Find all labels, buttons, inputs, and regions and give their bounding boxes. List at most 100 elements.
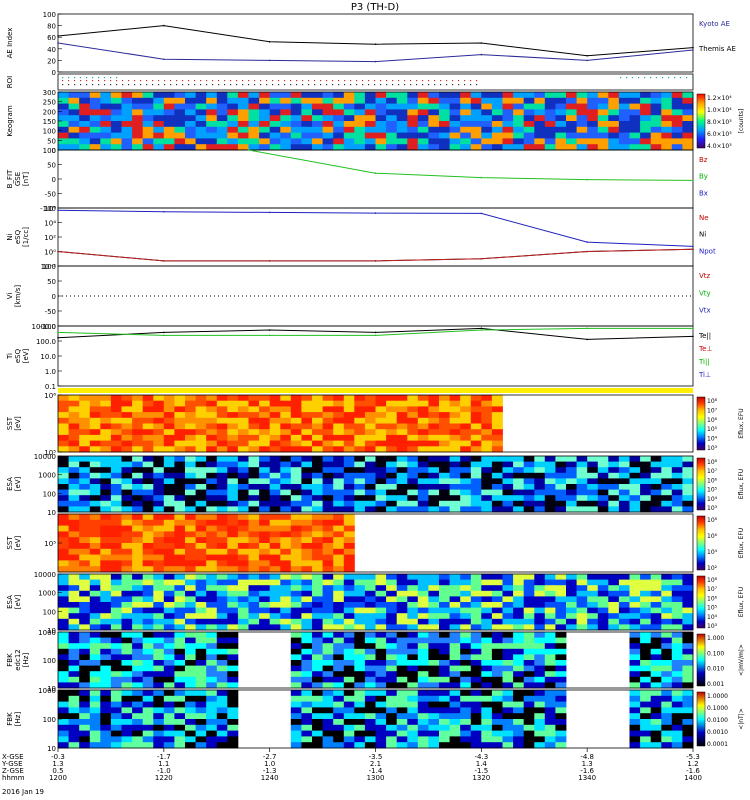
panel-frame — [57, 455, 694, 513]
y-axis-label: FBK — [6, 653, 14, 667]
x-row-label: Z-GSE — [2, 767, 24, 775]
colorbar-label: 10⁷ — [707, 468, 718, 475]
x-tick-label: 1.3 — [582, 760, 593, 768]
colorbar-label: 10⁸ — [707, 517, 718, 524]
x-tick-label: -4.8 — [580, 753, 594, 761]
panel-frame — [57, 573, 694, 631]
x-tick-label: -1.5 — [474, 767, 488, 775]
y-axis-label: FBK — [6, 712, 14, 726]
legend-entry: Kyoto AE — [699, 20, 730, 28]
data-point — [163, 260, 165, 262]
data-point — [586, 250, 588, 253]
y-axis-label: GSE — [14, 172, 22, 186]
data-point — [57, 42, 59, 44]
y-tick-label: 50 — [47, 137, 56, 145]
series-line — [57, 209, 694, 247]
colorbar-label: 10³ — [707, 445, 718, 452]
colorbar-label: 10⁴ — [707, 549, 718, 556]
data-point — [586, 178, 588, 181]
y-tick-label: 10⁶ — [44, 205, 56, 213]
y-axis-label: [eV] — [22, 348, 30, 363]
data-point — [268, 41, 271, 43]
y-tick-label: 10 — [47, 745, 56, 753]
y-axis-label: Keogram — [6, 105, 14, 136]
colorbar-label: 8.0×10³ — [707, 119, 732, 126]
legend-entry: By — [699, 173, 708, 181]
data-point — [586, 54, 588, 57]
x-tick-label: 1.0 — [264, 760, 275, 768]
x-tick-label: 1220 — [155, 774, 173, 782]
plot-title: P3 (TH-D) — [351, 2, 399, 13]
data-point — [57, 250, 59, 253]
colorbar-label: 1.0×10⁴ — [707, 107, 732, 114]
y-tick-label: 10000 — [34, 453, 56, 461]
colorbar-label: 10⁴ — [707, 496, 718, 503]
colorbar-label: 10⁴ — [707, 436, 718, 443]
panel-fbk_e: FBK edc12 [Hz] 1000 100 10 1.000 0.100 0.010 0.00… — [6, 629, 745, 693]
data-point — [374, 331, 377, 334]
colorbar — [696, 691, 706, 747]
series-line — [57, 248, 694, 262]
date-label: 2016 Jan 19 — [2, 788, 44, 796]
data-point — [268, 59, 271, 62]
y-axis-label: Ti — [6, 353, 14, 360]
data-point — [268, 329, 271, 331]
data-point — [374, 260, 377, 262]
x-tick-label: -1.6 — [580, 767, 594, 775]
colorbar-label: 10⁵ — [707, 605, 718, 612]
colorbar-label: 0.1000 — [707, 705, 728, 712]
panel-vi: Vi [km/s] 100 50 0 -50 -100 Vtz Vty Vtx — [6, 263, 711, 331]
colorbar-label: 0.100 — [707, 650, 724, 657]
colorbar — [696, 575, 706, 629]
series-line — [57, 25, 694, 57]
y-tick-label: 0 — [52, 176, 56, 184]
y-axis-label: ROI — [6, 76, 14, 88]
colorbar-label: 10⁶ — [707, 477, 718, 484]
x-tick-label: -1.4 — [369, 767, 383, 775]
y-tick-label: 1000 — [38, 687, 56, 695]
x-row-label: hhmm — [2, 774, 25, 782]
data-point — [374, 212, 377, 214]
data-point — [163, 331, 165, 334]
data-point — [57, 331, 59, 334]
y-tick-label: 1000 — [38, 629, 56, 637]
x-tick-label: 1400 — [684, 774, 702, 782]
colorbar-unit: [counts] — [738, 109, 745, 134]
x-tick-label: 0.5 — [52, 767, 63, 775]
y-tick-label: 100 — [43, 128, 56, 136]
panel-frame — [57, 149, 694, 209]
y-tick-label: 0 — [52, 147, 56, 155]
y-tick-label: 0 — [52, 69, 56, 77]
panel-ti: Ti eSQ [eV] 1000.0 100.0 10.0 1.0 0.1 Te|| Te⊥ Ti|… — [6, 323, 713, 391]
y-tick-label: 10² — [44, 234, 56, 242]
y-tick-label: 10 — [47, 685, 56, 693]
data-point — [480, 53, 483, 56]
y-tick-label: -50 — [45, 308, 56, 316]
y-axis-label: ESA — [6, 477, 14, 491]
colorbar-label: 10² — [707, 565, 718, 572]
data-point — [480, 327, 483, 330]
data-point — [374, 43, 377, 45]
series-group-ti — [57, 327, 694, 341]
legend-entry: Vtx — [699, 307, 711, 315]
colorbar-label: 10⁸ — [707, 577, 718, 584]
data-point — [163, 58, 165, 61]
x-tick-label: 1.4 — [476, 760, 488, 768]
y-axis-label: [eV] — [14, 476, 22, 491]
x-tick-label: 2.1 — [370, 760, 381, 768]
data-point — [247, 149, 250, 151]
colorbar-unit: Eflux, EFU — [738, 408, 745, 438]
y-axis-label: [Hz] — [22, 653, 30, 668]
y-tick-label: 50 — [47, 278, 56, 286]
colorbar-label: 6.0×10³ — [707, 131, 732, 138]
y-tick-label: 10⁵ — [44, 540, 56, 548]
panel-sst_e: SST [eV] 10⁵ 10⁸ 10⁶ 10⁴ 10² Eflux, EFU — [6, 513, 745, 573]
panel-frame — [57, 73, 694, 91]
colorbar — [696, 396, 706, 451]
legend-entry: Bz — [699, 156, 708, 164]
y-tick-label: 250 — [43, 99, 56, 107]
data-point — [374, 60, 377, 63]
y-tick-label: 60 — [47, 34, 56, 42]
quality-bar — [58, 388, 693, 393]
x-tick-label: -3.5 — [369, 753, 383, 761]
